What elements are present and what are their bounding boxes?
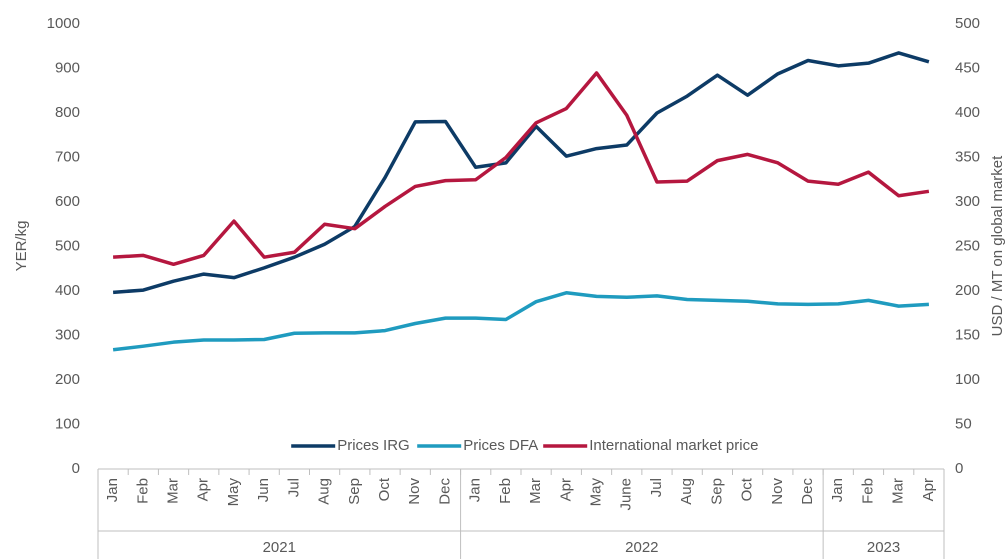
y2-tick-label: 350: [955, 148, 980, 165]
group-label: 2023: [867, 539, 900, 556]
y2-tick-label: 0: [955, 460, 963, 477]
y-axis-title: YER/kg: [13, 221, 30, 272]
legend-label: Prices IRG: [337, 437, 410, 454]
x-tick-label: Jul: [285, 478, 302, 497]
y-tick-label: 400: [55, 282, 80, 299]
series-line: [112, 51, 930, 295]
y2-tick-label: 500: [955, 15, 980, 32]
x-tick-label: Dec: [799, 478, 816, 505]
x-tick-label: Jan: [467, 478, 484, 502]
x-tick-label: Aug: [678, 478, 695, 505]
x-tick-label: Apr: [920, 478, 937, 501]
x-tick-label: Feb: [134, 478, 151, 504]
y2-tick-label: 400: [955, 104, 980, 121]
x-tick-label: Oct: [376, 477, 393, 501]
x-tick-label: Apr: [195, 478, 212, 501]
legend-label: International market price: [589, 437, 758, 454]
x-tick-label: Nov: [769, 478, 786, 505]
x-tick-label: Sep: [708, 478, 725, 505]
series-line: [113, 71, 930, 267]
x-tick-label: Aug: [316, 478, 333, 505]
x-tick-label: Jun: [255, 478, 272, 502]
y-tick-label: 0: [72, 460, 80, 477]
y-tick-label: 500: [55, 237, 80, 254]
group-label: 2022: [625, 539, 658, 556]
series-line: [112, 291, 929, 352]
x-tick-label: Jan: [104, 478, 121, 502]
y2-tick-label: 50: [955, 415, 972, 432]
x-tick-label: May: [225, 478, 242, 507]
y2-tick-label: 450: [955, 59, 980, 76]
x-tick-label: Mar: [165, 478, 182, 504]
y-tick-label: 100: [55, 415, 80, 432]
x-tick-label: Jan: [829, 478, 846, 502]
x-tick-label: Feb: [497, 478, 514, 504]
x-tick-label: June: [618, 478, 635, 511]
x-tick-label: Mar: [527, 478, 544, 504]
y2-tick-label: 300: [955, 193, 980, 210]
legend-label: Prices DFA: [463, 437, 538, 454]
x-tick-label: Jul: [648, 478, 665, 497]
x-tick-label: Oct: [739, 477, 756, 501]
y2-axis-title: USD / MT on global market: [989, 155, 1006, 336]
x-tick-label: Mar: [890, 478, 907, 504]
y-tick-label: 200: [55, 371, 80, 388]
y-tick-label: 600: [55, 193, 80, 210]
y2-tick-label: 250: [955, 237, 980, 254]
y2-tick-label: 200: [955, 282, 980, 299]
y2-tick-label: 100: [955, 371, 980, 388]
y-tick-label: 1000: [47, 15, 80, 32]
x-tick-label: May: [588, 478, 605, 507]
y-tick-label: 300: [55, 326, 80, 343]
group-label: 2021: [263, 539, 296, 556]
y2-tick-label: 150: [955, 326, 980, 343]
x-tick-label: Nov: [406, 478, 423, 505]
y-tick-label: 900: [55, 59, 80, 76]
y-tick-label: 700: [55, 148, 80, 165]
x-tick-label: Dec: [436, 478, 453, 505]
x-tick-label: Sep: [346, 478, 363, 505]
y-tick-label: 800: [55, 104, 80, 121]
x-tick-label: Feb: [859, 478, 876, 504]
x-tick-label: Apr: [557, 478, 574, 501]
